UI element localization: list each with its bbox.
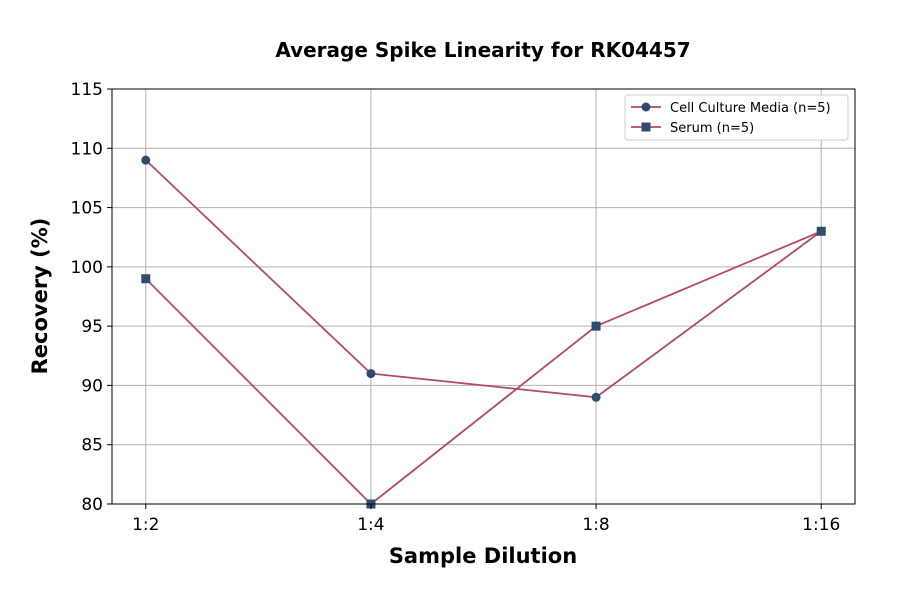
legend: Cell Culture Media (n=5) Serum (n=5) <box>624 94 849 141</box>
data-point-circle <box>366 369 376 379</box>
x-tick-label: 1:8 <box>582 515 609 535</box>
y-tick-label: 85 <box>81 436 103 456</box>
y-tick-label: 80 <box>81 495 103 515</box>
ticks: 80 85 90 95 100 105 110 115 1:2 1:4 1:8 1:16 <box>71 80 841 535</box>
y-tick-label: 115 <box>71 80 103 100</box>
data-point-square <box>141 274 151 284</box>
series-line-0 <box>145 159 822 399</box>
y-axis-label: Recovery (%) <box>28 218 52 375</box>
legend-circle-marker-icon <box>641 102 651 112</box>
legend-entry-serum: Serum (n=5) <box>670 121 754 136</box>
x-tick-label: 1:4 <box>357 515 384 535</box>
y-tick-label: 95 <box>81 317 103 337</box>
grid <box>112 88 855 505</box>
x-tick-label: 1:16 <box>802 515 840 535</box>
legend-box <box>624 94 849 141</box>
legend-entry-cell-culture: Cell Culture Media (n=5) <box>670 101 831 116</box>
y-tick-label: 105 <box>71 199 103 219</box>
y-tick-label: 90 <box>81 376 103 396</box>
legend-square-marker-icon <box>641 122 651 132</box>
x-axis-label: Sample Dilution <box>389 544 577 568</box>
data-point-circle <box>591 392 601 402</box>
data-point-square <box>591 321 601 331</box>
chart-title: Average Spike Linearity for RK04457 <box>275 38 690 62</box>
plot-frame <box>111 88 856 505</box>
data-point-square <box>816 226 826 236</box>
x-tick-label: 1:2 <box>132 515 159 535</box>
y-tick-label: 100 <box>71 258 103 278</box>
y-tick-label: 110 <box>71 139 103 159</box>
series-line-1 <box>145 230 822 506</box>
series-layer <box>141 155 826 509</box>
data-point-circle <box>141 155 151 165</box>
